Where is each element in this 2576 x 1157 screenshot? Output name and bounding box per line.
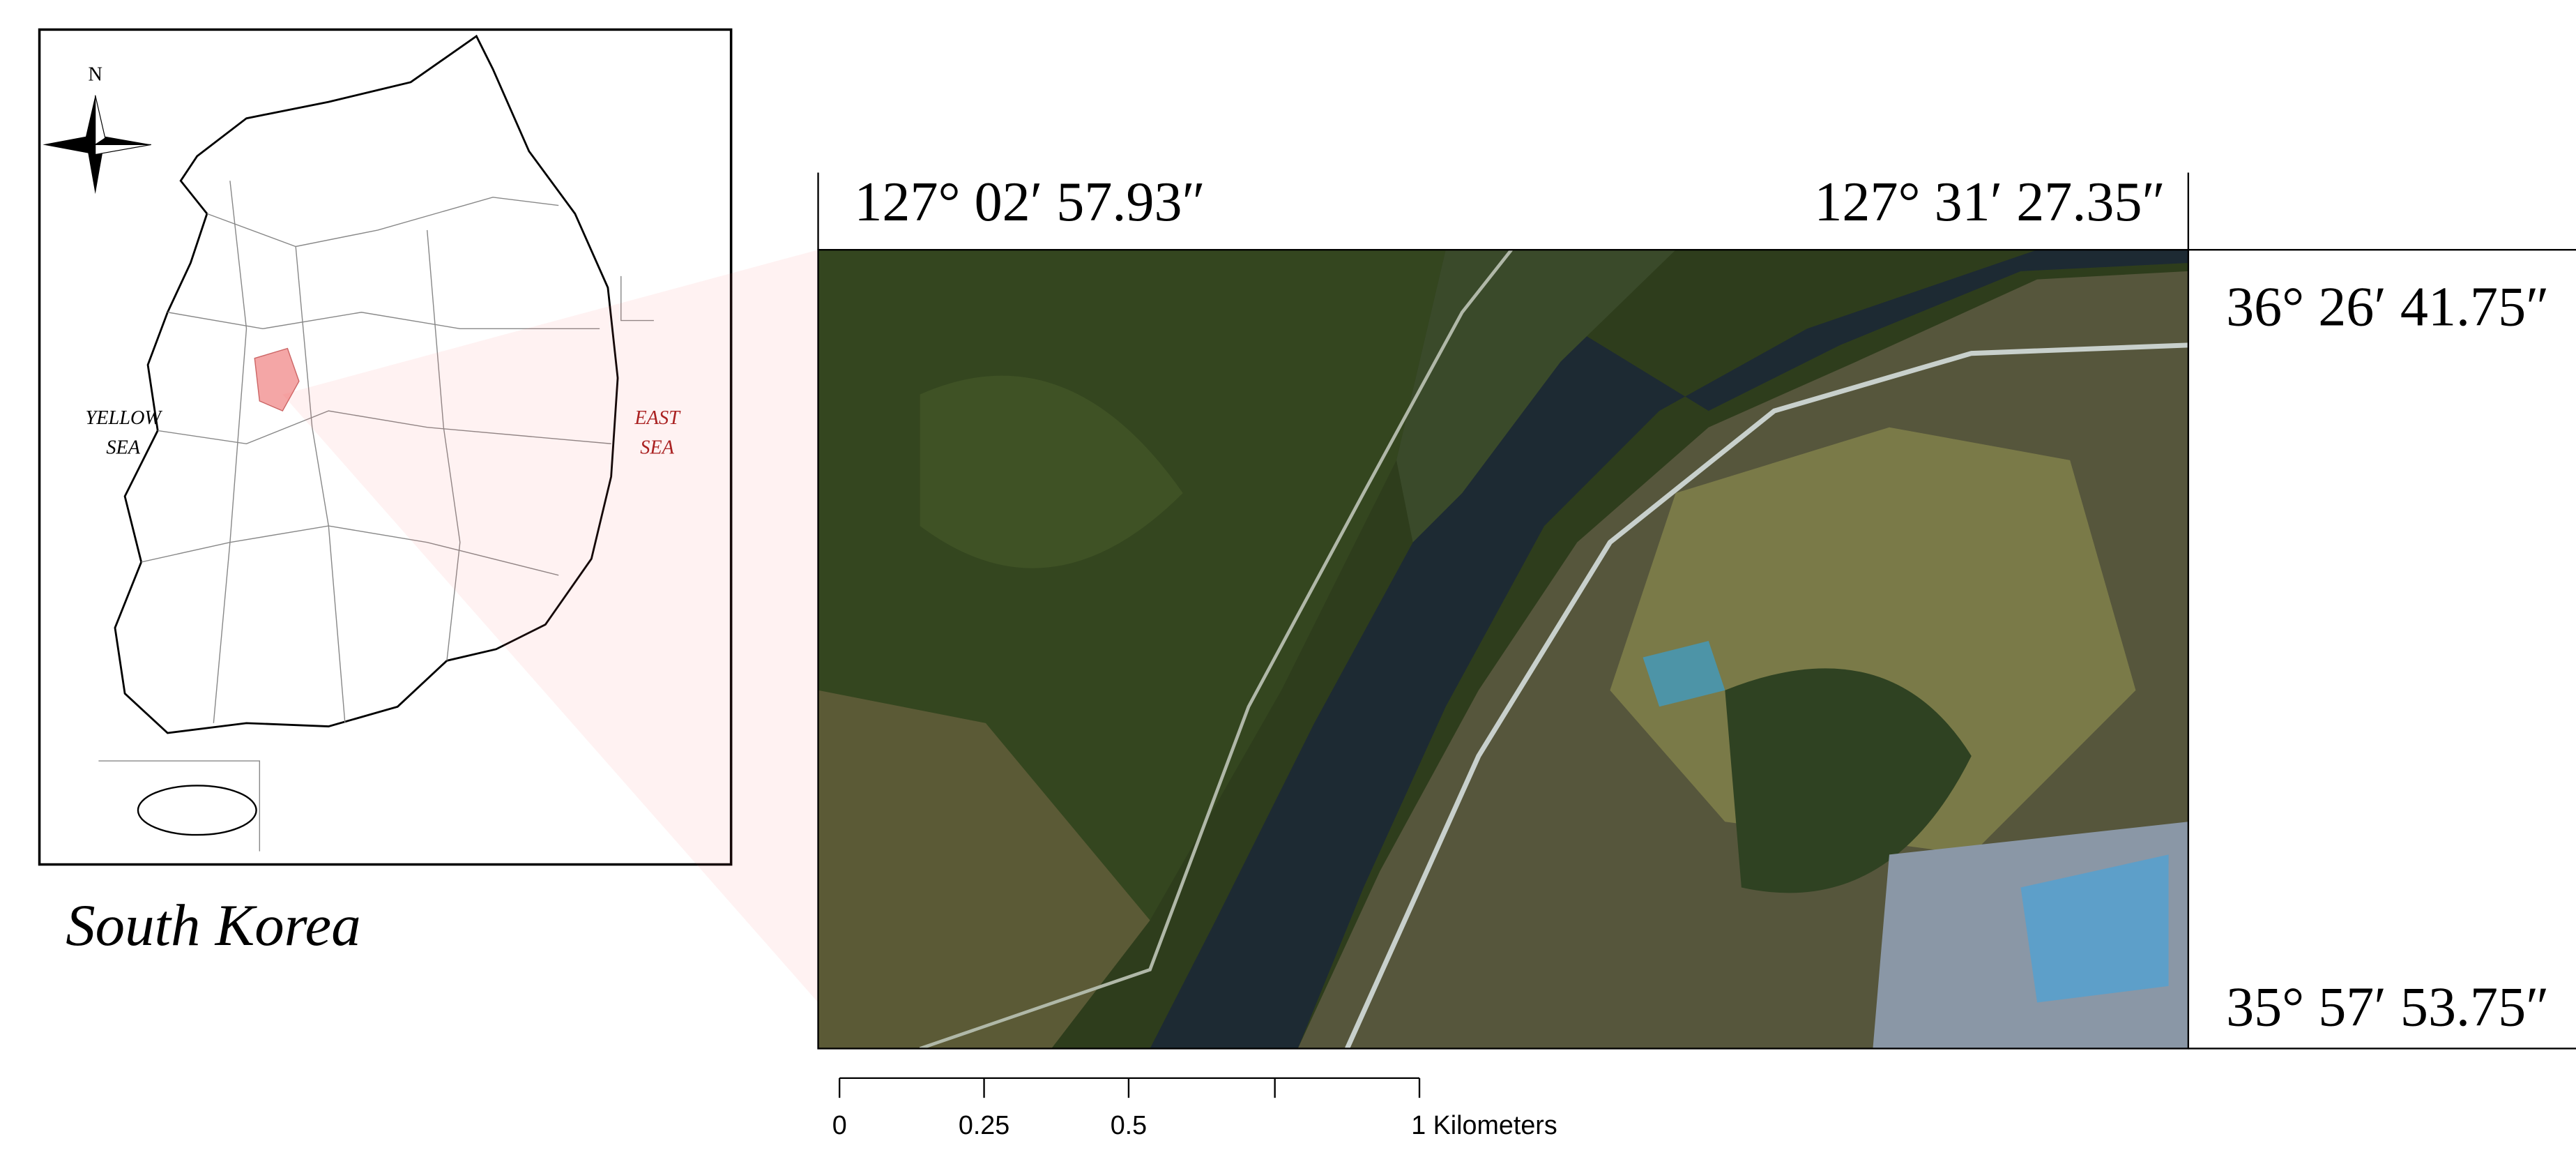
- scale-label: 0.5: [1111, 1110, 1147, 1140]
- north-label: N: [88, 63, 102, 85]
- zoom-wedge: [282, 250, 818, 1003]
- scale-bar: [838, 1077, 1421, 1098]
- scale-label: 1 Kilometers: [1411, 1110, 1557, 1140]
- scale-label: 0.25: [959, 1110, 1009, 1140]
- coordinate-label: 127° 31′ 27.35″: [1814, 172, 2165, 233]
- image-frame: [817, 249, 2190, 1050]
- jeju: [137, 785, 257, 836]
- coordinate-label: 35° 57′ 53.75″: [2226, 976, 2549, 1038]
- coordinate-label: 127° 02′ 57.93″: [854, 172, 1205, 233]
- inset-line: [98, 760, 261, 852]
- coordinate-label: 36° 26′ 41.75″: [2226, 277, 2549, 338]
- coordinate-ticks: [817, 172, 2576, 1050]
- sea-label: SEA: [106, 437, 140, 458]
- sea-label: YELLOW: [86, 407, 163, 429]
- north-arrow: [43, 95, 151, 195]
- scale-label: 0: [832, 1110, 847, 1140]
- caption: South Korea: [66, 893, 360, 958]
- sea-label: EAST: [634, 407, 681, 429]
- sea-label: SEA: [640, 437, 674, 458]
- satellite-image: [818, 250, 2188, 1049]
